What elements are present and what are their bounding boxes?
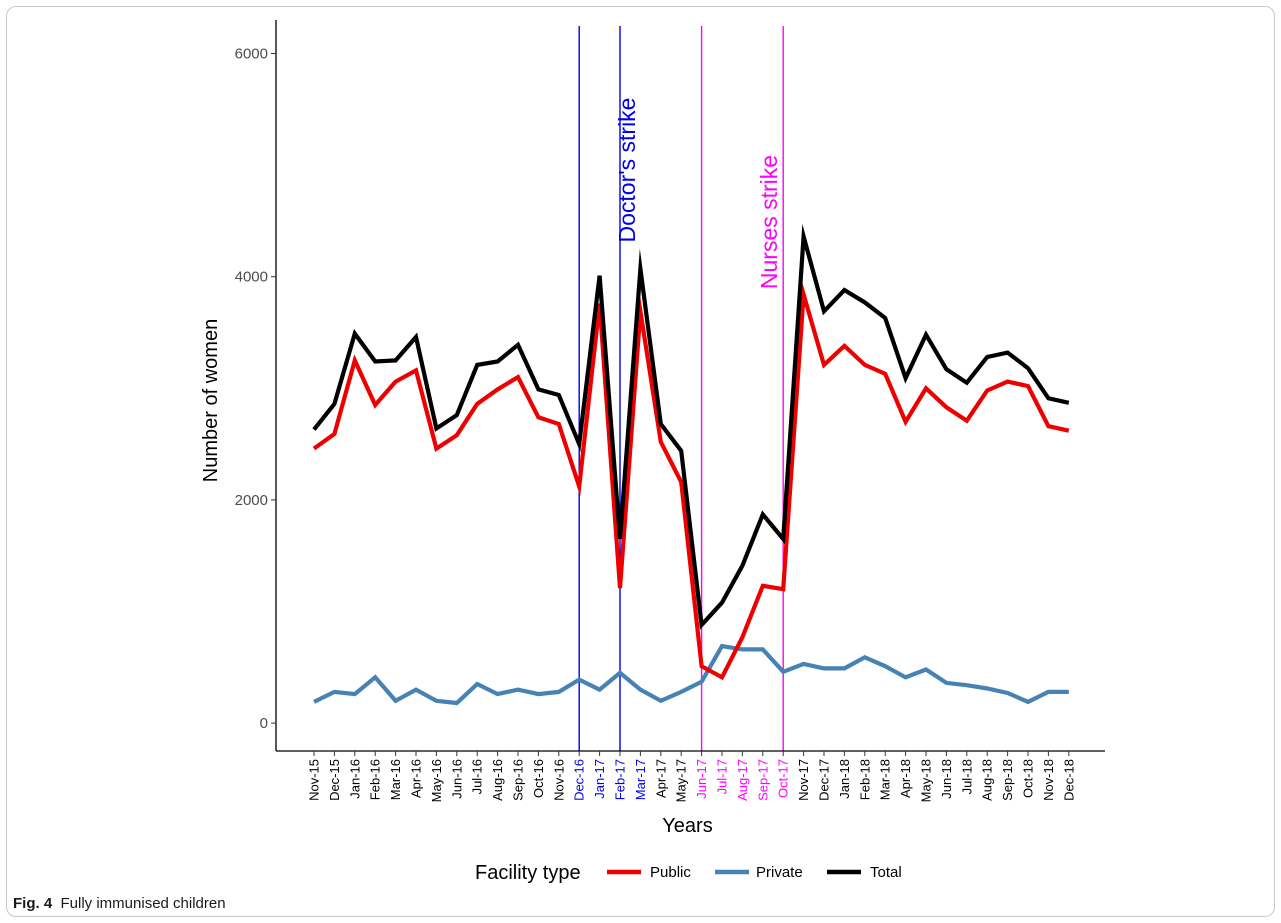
x-tick-label: Jul-17 bbox=[715, 759, 730, 794]
x-tick-label: Aug-18 bbox=[980, 759, 995, 801]
strike-label-2: Nurses strike bbox=[756, 155, 782, 289]
y-tick-label: 2000 bbox=[235, 492, 268, 509]
x-tick-label: Oct-17 bbox=[776, 759, 791, 798]
legend: Facility type Public Private Total bbox=[475, 862, 902, 884]
x-tick-label: Aug-16 bbox=[490, 759, 505, 801]
x-tick-label: Dec-18 bbox=[1061, 759, 1076, 801]
x-tick-label: Mar-18 bbox=[878, 759, 893, 800]
x-tick-label: Aug-17 bbox=[735, 759, 750, 801]
x-tick-label: Apr-17 bbox=[653, 759, 668, 798]
x-tick-label: Feb-17 bbox=[613, 759, 628, 800]
x-tick-label: May-16 bbox=[429, 759, 444, 802]
x-tick-label: Nov-16 bbox=[551, 759, 566, 801]
x-tick-label: Apr-16 bbox=[409, 759, 424, 798]
x-tick-label: Sep-16 bbox=[511, 759, 526, 801]
figure-label: Fig. 4 bbox=[13, 895, 53, 912]
x-tick-label: Nov-17 bbox=[796, 759, 811, 801]
x-tick-label: Jul-16 bbox=[470, 759, 485, 794]
x-tick-label: Sep-17 bbox=[755, 759, 770, 801]
strike-label-1: Doctor's strike bbox=[614, 98, 640, 243]
x-tick-label: Oct-18 bbox=[1021, 759, 1036, 798]
x-tick-label: Dec-15 bbox=[327, 759, 342, 801]
legend-label-private: Private bbox=[756, 864, 803, 881]
x-tick-label: Jul-18 bbox=[959, 759, 974, 794]
x-tick-label: Feb-18 bbox=[857, 759, 872, 800]
x-tick-label: Jun-16 bbox=[449, 759, 464, 799]
y-tick-label: 0 bbox=[260, 715, 268, 732]
x-tick-label: Sep-18 bbox=[1000, 759, 1015, 801]
x-tick-label: Jun-17 bbox=[694, 759, 709, 799]
series-line-public bbox=[312, 282, 1070, 681]
axes: 0 2000 4000 6000 Nov-15 Dec-15 Jan-16 Feb-16 Mar… bbox=[200, 20, 1105, 837]
x-tick-label: Oct-16 bbox=[531, 759, 546, 798]
y-tick-label: 6000 bbox=[235, 45, 268, 62]
x-tick-label: May-17 bbox=[674, 759, 689, 802]
y-tick-label: 4000 bbox=[235, 269, 268, 286]
x-tick-label: Jan-16 bbox=[347, 759, 362, 799]
x-axis-title: Years bbox=[662, 815, 712, 837]
x-tick-label: Mar-17 bbox=[633, 759, 648, 800]
strike-lines bbox=[578, 26, 784, 751]
y-axis-title: Number of women bbox=[200, 319, 222, 482]
x-tick-label: May-18 bbox=[919, 759, 934, 802]
x-tick-label: Dec-16 bbox=[572, 759, 587, 801]
series-lines bbox=[312, 223, 1070, 706]
series-line-total bbox=[312, 223, 1070, 630]
legend-label-public: Public bbox=[650, 864, 691, 881]
x-tick-label: Jan-17 bbox=[592, 759, 607, 799]
x-tick-label: Jan-18 bbox=[837, 759, 852, 799]
x-tick-label: Jun-18 bbox=[939, 759, 954, 799]
x-tick-label: Apr-18 bbox=[898, 759, 913, 798]
legend-title: Facility type bbox=[475, 862, 581, 884]
x-tick-label: Dec-17 bbox=[817, 759, 832, 801]
x-tick-label: Mar-16 bbox=[388, 759, 403, 800]
legend-label-total: Total bbox=[870, 864, 902, 881]
figure-caption-text: Fully immunised children bbox=[60, 895, 226, 912]
figure-caption: Fig. 4 Fully immunised children bbox=[13, 895, 226, 912]
figure-frame bbox=[6, 6, 1275, 917]
x-tick-label: Nov-15 bbox=[307, 759, 322, 801]
series-line-private bbox=[313, 643, 1069, 706]
x-tick-label: Feb-16 bbox=[368, 759, 383, 800]
annotations: Doctor's strike Nurses strike bbox=[614, 98, 782, 290]
x-tick-label: Nov-18 bbox=[1041, 759, 1056, 801]
